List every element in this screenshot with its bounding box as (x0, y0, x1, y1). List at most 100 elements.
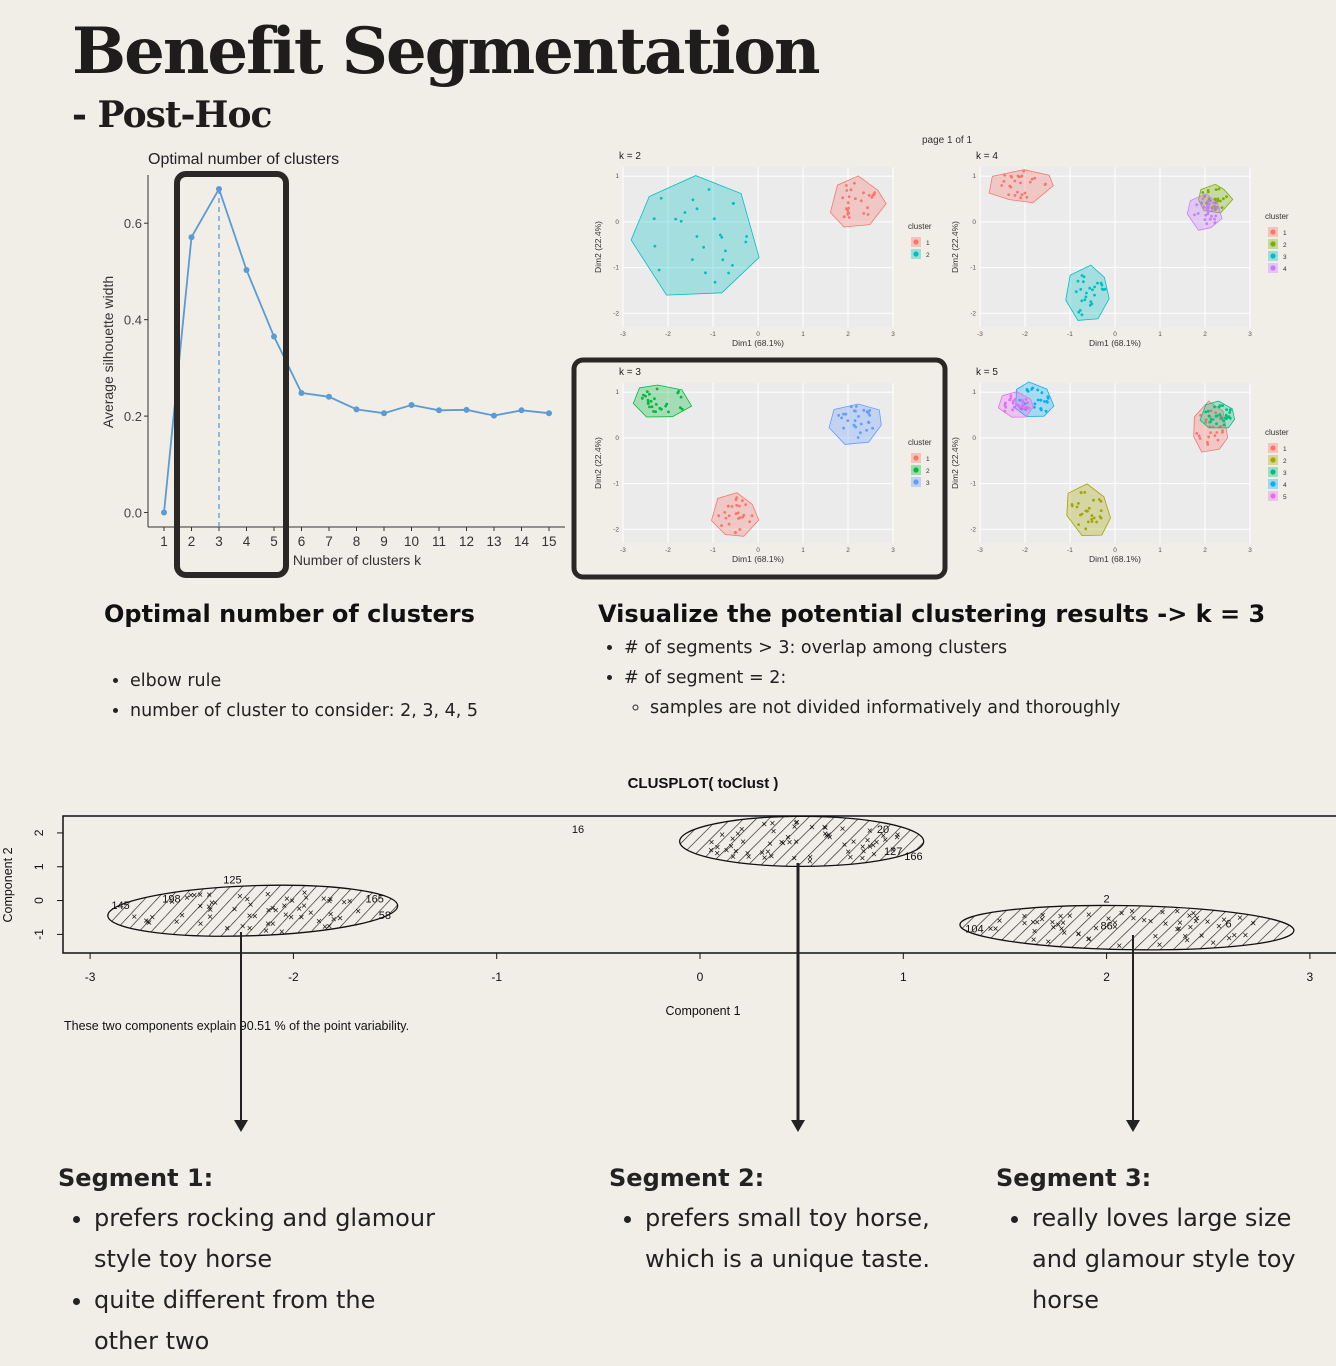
point-mark: × (322, 922, 328, 933)
segment-arrow-head (1126, 1120, 1140, 1132)
cluster-point (1039, 398, 1043, 402)
cluster-point (1096, 281, 1099, 285)
segment-1-point: prefers rocking and glamour style toy ho… (94, 1198, 438, 1280)
point-mark: × (1177, 918, 1183, 929)
x-tick-label: 2 (1203, 331, 1207, 338)
point-mark: × (1034, 917, 1040, 928)
cluster-point (1206, 440, 1209, 444)
point-mark: × (867, 826, 873, 837)
cluster-hull (988, 169, 1054, 204)
cluster-point (844, 412, 848, 416)
cluster-point (1207, 435, 1211, 439)
point-mark: × (1049, 918, 1055, 929)
point-mark: × (724, 846, 730, 857)
cluster-point (845, 189, 849, 192)
cluster-point (727, 271, 730, 275)
cluster-point (1216, 438, 1220, 442)
point-mark: × (714, 843, 720, 854)
cluster-point (1011, 408, 1014, 412)
x-tick-label: 5 (270, 534, 278, 549)
cluster-point (1090, 514, 1094, 517)
point-mark: × (762, 853, 768, 864)
point-mark: × (1216, 921, 1222, 932)
cluster-point (1224, 416, 1227, 420)
cluster-point (644, 394, 647, 398)
point-mark: × (1237, 913, 1243, 924)
x-tick-label: 1 (801, 547, 805, 554)
cluster-point (695, 207, 699, 211)
point-mark: × (328, 910, 334, 921)
point-mark: × (827, 832, 833, 843)
y-tick-label: -2 (970, 526, 976, 533)
cluster-point (1023, 406, 1027, 409)
point-label: 125 (223, 875, 241, 887)
cluster-point (734, 498, 738, 502)
cluster-point (859, 199, 863, 203)
point-label: 16 (572, 824, 584, 836)
x-tick-label: -2 (1022, 547, 1028, 554)
point-mark: × (779, 838, 785, 849)
point-mark: × (1129, 907, 1135, 918)
cluster-point (1202, 205, 1206, 209)
cluster-point (1040, 391, 1044, 395)
point-mark: × (270, 903, 276, 914)
cluster-point (691, 258, 694, 261)
cluster-point (652, 217, 656, 221)
point-mark: × (1231, 930, 1237, 941)
x-tick-label: 10 (404, 534, 419, 549)
cluster-point (1080, 512, 1084, 516)
cluster-point (1023, 402, 1027, 406)
cluster-point (859, 422, 863, 426)
page-subtitle: - Post-Hoc (72, 94, 272, 136)
y-axis-label: Dim2 (22.4%) (593, 221, 603, 273)
cluster-point (1213, 434, 1217, 437)
cluster-point (1003, 409, 1007, 413)
cluster-point (1206, 443, 1210, 446)
cluster-point (852, 423, 856, 427)
cluster-point (1090, 302, 1094, 306)
point-mark: × (326, 921, 332, 932)
point-mark: × (874, 837, 880, 848)
y-tick-label: 2 (32, 829, 46, 836)
point-mark: × (1160, 908, 1166, 919)
cluster-point (707, 188, 711, 191)
point-mark: × (265, 890, 271, 901)
cluster-point (1000, 184, 1004, 187)
panel-label: k = 3 (619, 367, 641, 378)
point-mark: × (714, 849, 720, 860)
cluster-point (857, 415, 860, 418)
point-label: 20 (877, 824, 889, 836)
legend-marker (913, 479, 919, 485)
cluster-point (854, 197, 857, 201)
cluster-point (849, 188, 853, 192)
cluster-point (1078, 309, 1082, 312)
point-mark: × (880, 831, 886, 842)
point-mark: × (288, 913, 294, 924)
cluster-point (1204, 213, 1208, 217)
cluster-point (862, 191, 865, 195)
point-mark: × (207, 905, 213, 916)
cluster-point (1026, 401, 1029, 405)
cluster-point (727, 514, 731, 518)
point-mark: × (997, 916, 1003, 927)
point-mark: × (145, 917, 151, 928)
cluster-point (1210, 209, 1214, 213)
bullet-two-segments-label: # of segment = 2: (624, 668, 787, 688)
cluster-point (1079, 288, 1083, 291)
cluster-point (1031, 386, 1034, 390)
x-tick-label: 0 (697, 970, 704, 984)
legend-label: 5 (1283, 494, 1287, 501)
point-mark: × (191, 890, 197, 901)
bullet-samples: samples are not divided informatively an… (650, 693, 1120, 723)
point-mark: × (207, 912, 213, 923)
cluster-point (646, 398, 650, 402)
cluster-point (674, 217, 678, 221)
cluster-point (676, 391, 680, 395)
point-mark: × (188, 891, 194, 902)
point-mark: × (1050, 923, 1056, 934)
point-mark: × (993, 924, 999, 935)
cluster-point (1086, 520, 1090, 524)
legend-marker (1270, 241, 1276, 247)
legend-label: 1 (926, 240, 930, 247)
